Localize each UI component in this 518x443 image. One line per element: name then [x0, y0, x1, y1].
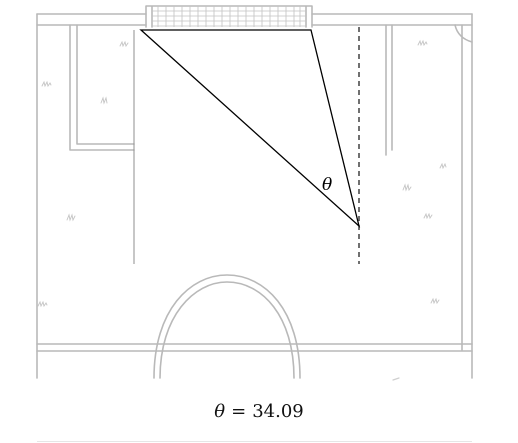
angle-readout-value: 34.09: [252, 401, 304, 422]
goal-net: [145, 5, 313, 28]
bottom-divider: [37, 441, 472, 442]
angle-readout-equals: =: [231, 401, 247, 422]
soccer-field-diagram: θ: [36, 5, 473, 381]
shot-triangle: [139, 29, 361, 228]
angle-readout: θ = 34.09: [0, 401, 518, 422]
angle-theta-label: θ: [322, 175, 332, 195]
grass-tufts: [37, 39, 447, 308]
field-markings: [36, 13, 473, 381]
angle-construction: θ: [133, 27, 361, 264]
angle-readout-symbol: θ: [214, 401, 226, 422]
